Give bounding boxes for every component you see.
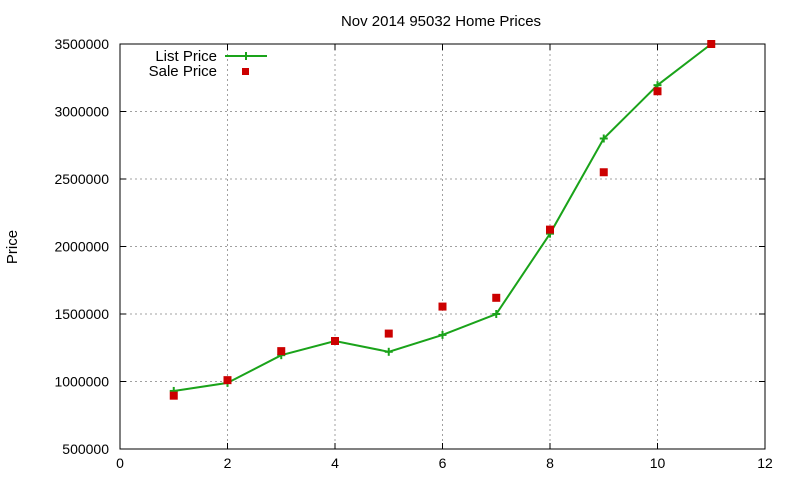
x-tick-label: 2: [224, 455, 232, 471]
x-tick-label: 10: [650, 455, 666, 471]
point-sale-price: [653, 87, 662, 96]
chart-title: Nov 2014 95032 Home Prices: [341, 13, 541, 30]
point-sale-price: [384, 329, 393, 338]
y-tick-label: 2000000: [54, 239, 109, 255]
series-layer: [169, 40, 716, 400]
x-tick-label: 8: [546, 455, 554, 471]
point-sale-price: [277, 347, 286, 356]
grid: [120, 44, 765, 449]
y-tick-label: 500000: [62, 441, 109, 457]
point-sale-price: [707, 40, 716, 48]
point-sale-price: [331, 337, 339, 345]
point-sale-price: [223, 376, 232, 385]
point-list-price: [492, 310, 501, 318]
x-tick-label: 12: [757, 455, 773, 471]
point-sale-price: [599, 168, 608, 177]
point-sale-price: [169, 391, 178, 400]
x-tick-label: 4: [331, 455, 339, 471]
legend: List Price Sale Price: [149, 48, 267, 80]
legend-label-list-price: List Price: [155, 48, 217, 65]
point-list-price: [384, 347, 393, 356]
point-sale-price: [438, 302, 447, 311]
point-list-price: [599, 134, 608, 143]
y-tick-label: 1000000: [54, 374, 109, 390]
y-axis-label: Price: [4, 230, 21, 264]
x-tick-label: 6: [439, 455, 447, 471]
point-sale-price: [492, 293, 501, 302]
y-tick-label: 3000000: [54, 104, 109, 120]
y-tick-label: 3500000: [54, 36, 109, 52]
y-tick-label: 2500000: [54, 171, 109, 187]
plot-frame: [119, 43, 766, 450]
legend-marker-list-price: [242, 52, 250, 60]
axis-ticks: 0 2 4 6 8 10 12 500000 1000000 1500000 2000000 2500…: [54, 36, 773, 471]
legend-label-sale-price: Sale Price: [149, 63, 217, 80]
x-tick-label: 0: [116, 455, 124, 471]
y-tick-label: 1500000: [54, 306, 109, 322]
point-list-price: [438, 330, 447, 339]
legend-swatch-sale-price: [242, 68, 249, 75]
point-sale-price: [546, 225, 554, 234]
